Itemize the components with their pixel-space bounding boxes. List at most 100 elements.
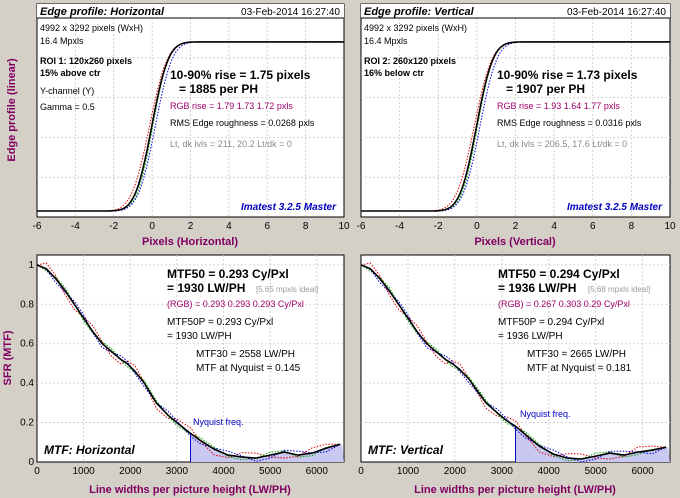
x-tick-label: 5000	[259, 466, 282, 477]
mtf50: MTF50 = 0.293 Cy/Pxl	[167, 267, 289, 281]
x-axis-label: Pixels (Vertical)	[474, 236, 556, 248]
edge-roughness: RMS Edge roughness = 0.0268 pxls	[170, 118, 315, 128]
nyquist-label: Nyquist freq.	[520, 409, 571, 419]
mtf-y-axis-label: SFR (MTF)	[2, 330, 14, 385]
mtf50: MTF50 = 0.294 Cy/Pxl	[498, 267, 620, 281]
rgb-rise: RGB rise = 1.79 1.73 1.72 pxls	[170, 101, 293, 111]
mtf-curve	[36, 264, 341, 459]
x-tick-label: 4	[551, 221, 557, 232]
rgb-mtf50: (RGB) = 0.293 0.293 0.293 Cy/Pxl	[167, 299, 304, 309]
mtf-horizontal-panel: 0 1000 2000 3000 4000 5000 600000.20.40.60.81 …	[20, 254, 345, 496]
red-channel-curve	[36, 262, 341, 459]
x-tick-label: -6	[357, 221, 366, 232]
x-tick-label: 2	[513, 221, 519, 232]
luminance-edge-curve	[37, 41, 344, 212]
mtf-vertical-panel: 0 1000 2000 3000 4000 5000 6000 MTF50 = 0.294 …	[358, 254, 671, 496]
grid	[361, 18, 670, 217]
x-tick-label: 0	[34, 466, 40, 477]
x-tick-label: 2000	[119, 466, 142, 477]
x-tick-label: 2	[188, 221, 194, 232]
edge-y-axis-label: Edge profile (linear)	[6, 58, 18, 162]
chart-title: Edge profile: Horizontal	[40, 6, 165, 18]
mtf-at-nyquist: MTF at Nyquist = 0.145	[196, 363, 301, 374]
rise-10-90: 10-90% rise = 1.75 pixels	[170, 68, 311, 82]
x-tick-label: -2	[109, 221, 118, 232]
x-tick-label: 3000	[166, 466, 189, 477]
image-size: 4992 x 3292 pixels (WxH)	[364, 23, 467, 33]
grid	[37, 255, 344, 462]
mtf50p-lwph: = 1936 LW/PH	[498, 331, 563, 342]
y-tick-label: 0.6	[20, 339, 34, 350]
image-size: 4992 x 3292 pixels (WxH)	[40, 23, 143, 33]
timestamp: 03-Feb-2014 16:27:40	[241, 7, 340, 18]
edge-horizontal-panel: -6 -4 -2 0 2 4 6 8 10 Edge profile: Horizontal 0…	[33, 3, 350, 248]
x-tick-label: 0	[149, 221, 155, 232]
title-strip	[37, 4, 344, 18]
mtf50-ideal: [5.68 mpxls ideal]	[588, 285, 650, 294]
x-tick-label: 4000	[212, 466, 235, 477]
roi-position: 15% above ctr	[40, 68, 101, 78]
rise-per-ph: = 1907 per PH	[506, 82, 585, 96]
x-tick-label: 3000	[491, 466, 514, 477]
rgb-rise: RGB rise = 1.93 1.64 1.77 pxls	[497, 101, 620, 111]
channel-label: Y-channel (Y)	[40, 86, 94, 96]
roi-position: 16% below ctr	[364, 68, 425, 78]
gamma-label: Gamma = 0.5	[40, 102, 95, 112]
y-tick-label: 0.4	[20, 378, 34, 389]
roi-size: ROI 1: 120x260 pixels	[40, 56, 132, 66]
x-tick-label: 0	[474, 221, 480, 232]
grid	[361, 255, 670, 462]
mtf50p: MTF50P = 0.294 Cy/Pxl	[498, 317, 604, 328]
y-tick-label: 1	[28, 260, 34, 271]
mtf50p: MTF50P = 0.293 Cy/Pxl	[167, 317, 273, 328]
x-tick-label: 6	[264, 221, 270, 232]
mtf30: MTF30 = 2665 LW/PH	[527, 349, 626, 360]
mtf30: MTF30 = 2558 LW/PH	[196, 349, 295, 360]
red-channel-curve	[360, 262, 667, 460]
axis-ticks: 0 1000 2000 3000 4000 5000 6000	[358, 466, 654, 477]
nyquist-region	[190, 433, 344, 462]
mtf-at-nyquist: MTF at Nyquist = 0.181	[527, 363, 632, 374]
x-tick-label: -2	[434, 221, 443, 232]
x-tick-label: 8	[303, 221, 309, 232]
x-axis-label: Pixels (Horizontal)	[142, 236, 238, 248]
x-tick-label: 1000	[397, 466, 420, 477]
nyquist-label: Nyquist freq.	[193, 417, 244, 427]
x-tick-label: 4000	[538, 466, 561, 477]
x-tick-label: 6000	[306, 466, 329, 477]
x-tick-label: 0	[358, 466, 364, 477]
rise-per-ph: = 1885 per PH	[179, 82, 258, 96]
rise-10-90: 10-90% rise = 1.73 pixels	[497, 68, 638, 82]
x-tick-label: 10	[338, 221, 350, 232]
x-tick-label: 6000	[632, 466, 655, 477]
nyquist-region	[515, 426, 670, 462]
roi-size: ROI 2: 260x120 pixels	[364, 56, 456, 66]
megapixels: 16.4 Mpxls	[364, 36, 408, 46]
edge-vertical-panel: -6 -4 -2 0 2 4 6 8 10 Edge profile: Vertical 03-…	[357, 3, 676, 248]
mtf-curve	[360, 264, 667, 460]
grid	[37, 18, 344, 217]
x-tick-label: 6	[590, 221, 596, 232]
mtf50p-lwph: = 1930 LW/PH	[167, 331, 232, 342]
y-tick-label: 0	[28, 457, 34, 468]
x-ticks: -6 -4 -2 0 2 4 6 8 10	[33, 221, 350, 232]
x-axis-label: Line widths per picture height (LW/PH)	[89, 484, 291, 496]
axis-ticks: 0 1000 2000 3000 4000 5000 6000 0 0.2 0.4 0.6 0.8 1	[20, 260, 328, 477]
x-tick-label: 1000	[73, 466, 96, 477]
x-tick-label: -6	[33, 221, 42, 232]
mtf50-ideal: [5.65 mpxls ideal]	[256, 285, 318, 294]
mtf50-lwph: = 1930 LW/PH	[167, 281, 245, 295]
x-tick-label: 5000	[585, 466, 608, 477]
x-tick-label: -4	[71, 221, 80, 232]
x-tick-label: 10	[664, 221, 676, 232]
x-tick-label: 4	[226, 221, 232, 232]
x-tick-label: 2000	[444, 466, 467, 477]
levels: Lt, dk lvls = 211, 20.2 Lt/dk = 0	[170, 139, 292, 149]
chart-title: Edge profile: Vertical	[364, 6, 475, 18]
edge-roughness: RMS Edge roughness = 0.0316 pxls	[497, 118, 642, 128]
levels: Lt, dk lvls = 206.5, 17.6 Lt/dk = 0	[497, 139, 627, 149]
rgb-mtf50: (RGB) = 0.267 0.303 0.29 Cy/Pxl	[498, 299, 630, 309]
x-axis-label: Line widths per picture height (LW/PH)	[414, 484, 616, 496]
chart-title: MTF: Horizontal	[44, 443, 135, 457]
